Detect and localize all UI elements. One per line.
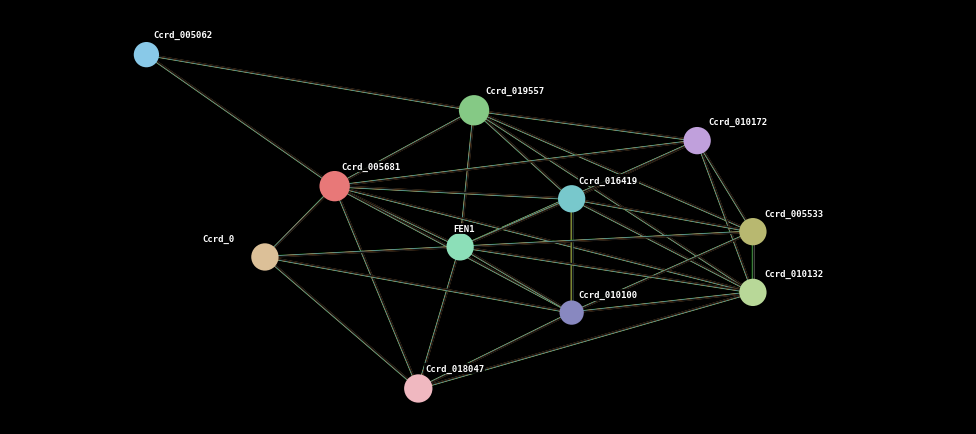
Text: Ccrd_010132: Ccrd_010132 [764, 270, 823, 279]
Text: Ccrd_016419: Ccrd_016419 [579, 176, 637, 185]
Text: Ccrd_0: Ccrd_0 [202, 234, 234, 243]
Text: Ccrd_010172: Ccrd_010172 [709, 118, 767, 127]
Text: Ccrd_019557: Ccrd_019557 [485, 87, 545, 96]
Ellipse shape [404, 375, 432, 403]
Ellipse shape [683, 128, 711, 155]
Text: Ccrd_005681: Ccrd_005681 [342, 162, 401, 171]
Ellipse shape [739, 279, 766, 306]
Ellipse shape [319, 171, 349, 202]
Ellipse shape [446, 233, 473, 261]
Text: Ccrd_010100: Ccrd_010100 [579, 291, 637, 300]
Text: FEN1: FEN1 [453, 224, 474, 233]
Ellipse shape [559, 301, 584, 325]
Text: Ccrd_005062: Ccrd_005062 [153, 31, 213, 40]
Ellipse shape [134, 43, 159, 68]
Text: Ccrd_018047: Ccrd_018047 [426, 365, 484, 373]
Text: Ccrd_005533: Ccrd_005533 [764, 209, 823, 218]
Ellipse shape [558, 186, 586, 213]
Ellipse shape [251, 244, 278, 271]
Ellipse shape [459, 96, 489, 126]
Ellipse shape [739, 218, 766, 246]
